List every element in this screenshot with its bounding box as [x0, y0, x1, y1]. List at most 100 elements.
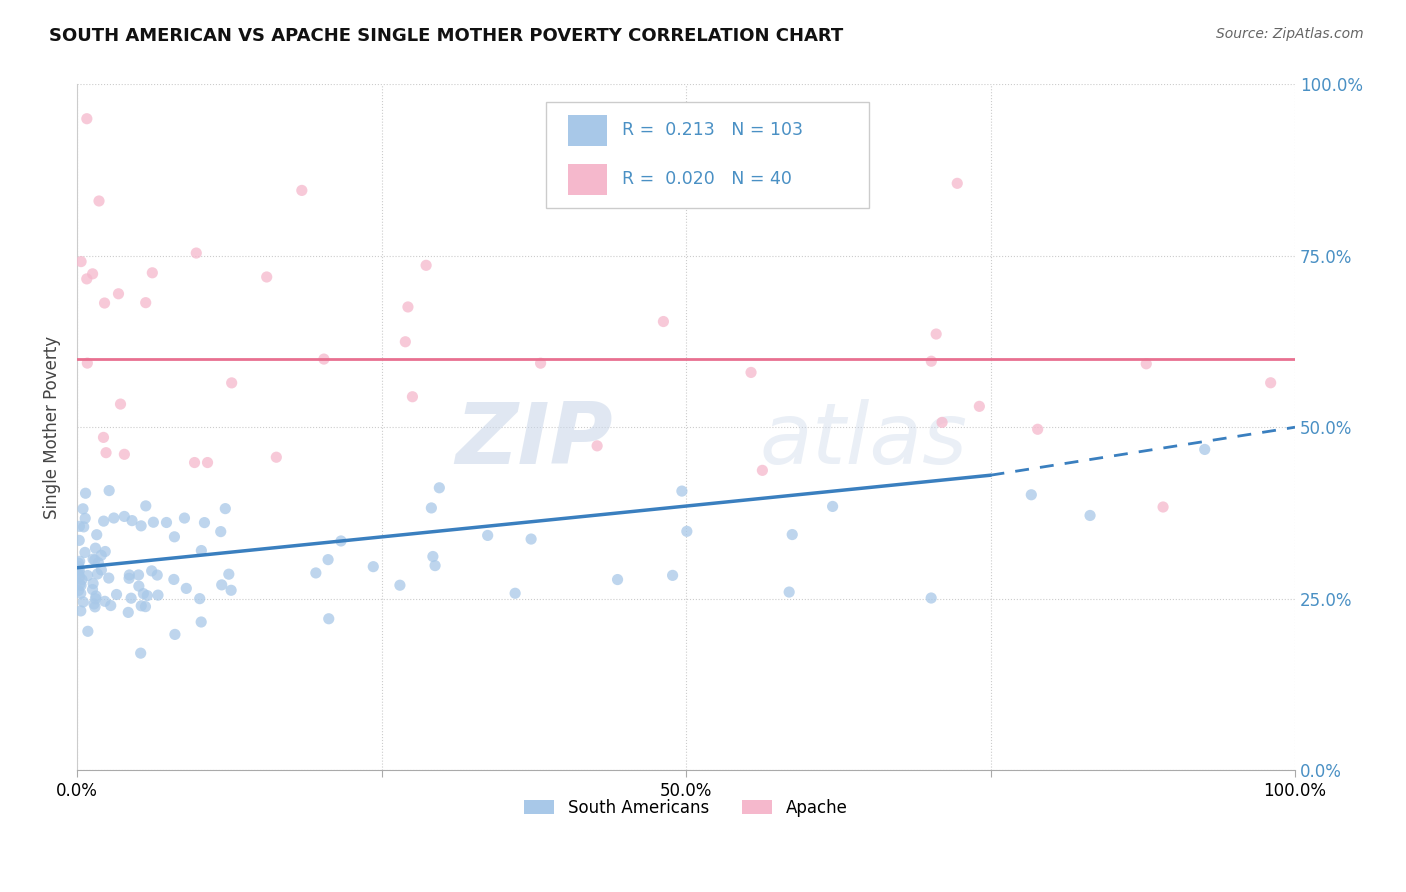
Point [423, 558, 446, 573]
Point [72, 595, 94, 609]
Point [103, 511, 125, 525]
Point [141, 266, 163, 280]
Point [100, 599, 122, 613]
Point [107, 286, 129, 301]
Point [70, 254, 93, 268]
Point [920, 354, 942, 368]
Point [76, 356, 98, 370]
Point [134, 599, 156, 614]
Point [70, 578, 93, 592]
Point [136, 589, 159, 603]
Point [69, 604, 91, 618]
Point [135, 295, 157, 310]
Point [141, 564, 163, 578]
Point [780, 527, 803, 541]
Point [969, 400, 991, 414]
Point [219, 583, 242, 598]
Point [1260, 376, 1282, 390]
Point [330, 533, 353, 548]
Point [83, 553, 105, 567]
Point [67, 563, 90, 577]
Point [1026, 422, 1049, 436]
Point [69, 577, 91, 591]
Text: ZIP: ZIP [456, 400, 613, 483]
Point [396, 300, 419, 314]
Point [67, 566, 90, 581]
Point [821, 500, 844, 514]
Point [312, 352, 335, 367]
Point [751, 463, 773, 477]
Point [218, 567, 240, 582]
Point [266, 450, 288, 465]
Point [477, 528, 499, 542]
Point [176, 582, 198, 596]
Point [110, 397, 132, 411]
Point [93, 296, 115, 310]
Point [82, 576, 104, 591]
Point [90, 563, 112, 577]
Point [112, 509, 135, 524]
Point [676, 524, 699, 539]
Text: R =  0.213   N = 103: R = 0.213 N = 103 [621, 121, 803, 139]
Point [190, 615, 212, 629]
Point [586, 439, 609, 453]
Point [73, 520, 96, 534]
Point [1152, 500, 1174, 514]
Point [132, 586, 155, 600]
Point [256, 270, 278, 285]
Point [75, 486, 97, 500]
Point [318, 612, 340, 626]
Point [83, 597, 105, 611]
Point [67, 556, 90, 570]
Point [69, 586, 91, 600]
Point [1135, 357, 1157, 371]
Point [118, 568, 141, 582]
Point [94, 544, 117, 558]
Point [84, 591, 107, 606]
FancyBboxPatch shape [546, 102, 869, 208]
Point [67, 533, 90, 548]
Point [129, 519, 152, 533]
Point [82, 267, 104, 281]
Point [70, 573, 93, 587]
Point [925, 326, 948, 341]
Point [135, 499, 157, 513]
Point [67, 563, 90, 577]
Point [305, 566, 328, 580]
Point [72, 501, 94, 516]
Point [163, 573, 186, 587]
Point [211, 578, 233, 592]
Point [69, 554, 91, 568]
Point [671, 484, 693, 499]
Point [82, 552, 104, 566]
Point [422, 549, 444, 564]
Point [93, 514, 115, 528]
Point [86, 527, 108, 541]
Point [1194, 442, 1216, 457]
Point [214, 501, 236, 516]
Point [401, 390, 423, 404]
Point [128, 568, 150, 582]
Point [394, 334, 416, 349]
Point [69, 519, 91, 533]
Point [69, 569, 91, 583]
Point [75, 511, 97, 525]
Point [661, 568, 683, 582]
Point [415, 258, 437, 272]
Point [84, 541, 107, 556]
Point [931, 416, 953, 430]
Point [73, 545, 96, 559]
Point [67, 583, 90, 598]
Point [186, 246, 208, 260]
Point [920, 591, 942, 605]
Point [529, 356, 551, 370]
Point [209, 524, 232, 539]
Point [121, 514, 143, 528]
Point [82, 582, 104, 597]
Point [946, 177, 969, 191]
Point [76, 272, 98, 286]
Point [740, 366, 762, 380]
Point [190, 543, 212, 558]
Point [86, 567, 108, 582]
Point [129, 646, 152, 660]
